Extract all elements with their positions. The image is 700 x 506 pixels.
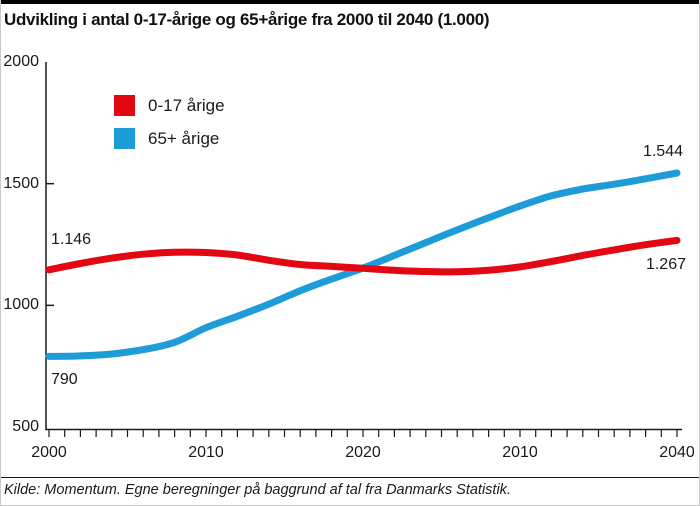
x-tick-label: 2040 [659, 444, 695, 461]
y-tick-label: 1000 [3, 296, 39, 314]
value-label-red-start: 1.146 [51, 231, 92, 248]
y-tick-label: 1500 [3, 174, 39, 192]
data-series-lines [45, 169, 681, 360]
legend-item-0-17: 0-17 årige [114, 95, 225, 116]
y-tick-label: 500 [12, 418, 39, 435]
source-credit: Kilde: Momentum. Egne beregninger på bag… [4, 482, 511, 498]
x-tick-label: 2020 [345, 444, 381, 461]
axes [45, 62, 682, 437]
footer-divider-line [1, 477, 699, 478]
top-border-bar [1, 0, 699, 4]
y-tick-label: 2000 [3, 53, 39, 70]
x-tick-label: 2010 [502, 444, 538, 461]
legend-item-65plus: 65+ årige [114, 128, 225, 149]
legend-swatch-blue [114, 128, 135, 149]
chart-title: Udvikling i antal 0-17-årige og 65+årige… [4, 10, 490, 29]
legend: 0-17 årige 65+ årige [114, 95, 225, 161]
legend-label-65plus: 65+ årige [148, 129, 220, 148]
value-label-blue-end: 1.544 [642, 143, 683, 160]
legend-label-0-17: 0-17 årige [148, 96, 225, 115]
x-tick-label: 2000 [31, 444, 67, 461]
value-label-red-end: 1.267 [645, 256, 686, 273]
x-tick-label: 2010 [188, 444, 224, 461]
value-label-blue-start: 790 [51, 371, 78, 388]
legend-swatch-red [114, 95, 135, 116]
